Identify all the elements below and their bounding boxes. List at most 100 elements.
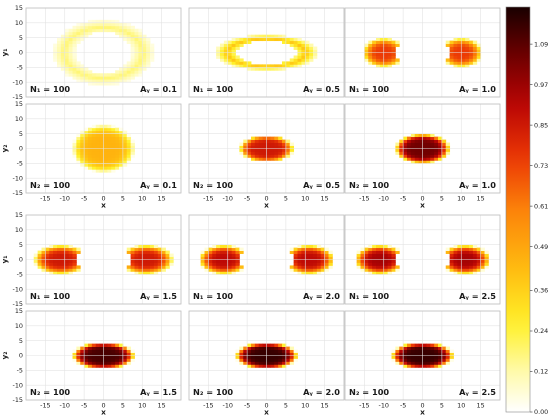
heat-cell: [107, 136, 112, 140]
heat-cell: [364, 265, 369, 269]
heat-cell: [441, 355, 447, 359]
heat-cell: [258, 157, 264, 161]
heat-cell: [469, 253, 474, 257]
heat-cell: [316, 250, 322, 254]
heat-cell: [266, 136, 271, 140]
heat-cell: [274, 364, 279, 368]
heat-cell: [262, 154, 267, 158]
heat-cell: [449, 253, 454, 257]
heat-cell: [274, 343, 279, 347]
heat-cell: [91, 28, 97, 33]
heat-cell: [227, 259, 233, 263]
x-tick-label: 10: [138, 195, 146, 203]
heat-cell: [239, 349, 244, 353]
heat-cell: [119, 136, 124, 140]
heat-cell: [88, 133, 93, 138]
heat-cell: [457, 64, 462, 68]
heat-cell: [258, 355, 264, 359]
heat-cell: [130, 67, 135, 71]
heat-cell: [153, 250, 159, 254]
heat-cell: [103, 139, 108, 143]
heat-cell: [278, 352, 283, 356]
heat-cell: [223, 271, 229, 275]
panel-population-label: N₂ = 100: [193, 387, 233, 397]
heat-cell: [453, 52, 458, 56]
heat-cell: [372, 61, 377, 65]
heat-cell: [278, 142, 283, 146]
heat-cell: [254, 358, 260, 362]
heat-cell: [95, 160, 101, 164]
heat-cell: [91, 82, 97, 86]
heat-cell: [60, 52, 66, 56]
heat-cell: [324, 256, 329, 260]
heat-cell: [126, 139, 132, 143]
heat-cell: [60, 34, 66, 39]
heat-cell: [91, 169, 97, 173]
x-axis-label: x: [420, 408, 425, 417]
heat-cell: [376, 250, 381, 254]
heat-cell: [383, 55, 389, 59]
heat-cell: [49, 244, 54, 249]
heat-cell: [289, 142, 295, 146]
heat-cell: [465, 61, 470, 65]
heat-cell: [95, 148, 101, 152]
heat-cell: [469, 256, 474, 260]
heat-cell: [138, 70, 143, 74]
heatmap-cells: [200, 244, 333, 275]
heat-cell: [453, 55, 458, 59]
heat-cell: [469, 250, 474, 254]
heat-cell: [430, 142, 435, 146]
heat-cell: [328, 256, 333, 260]
heat-cell: [270, 136, 275, 140]
heat-cell: [418, 361, 423, 365]
heat-cell: [80, 154, 85, 158]
heat-cell: [57, 271, 62, 275]
heat-cell: [49, 262, 54, 266]
heat-cell: [274, 361, 279, 365]
heat-cell: [247, 352, 252, 356]
heat-cell: [76, 70, 81, 74]
heat-cell: [95, 82, 101, 86]
heatmap-cells: [356, 244, 489, 275]
heat-cell: [297, 265, 302, 269]
heat-cell: [285, 37, 291, 42]
heat-cell: [126, 361, 132, 365]
heat-cell: [235, 355, 240, 359]
heat-cell: [91, 361, 97, 365]
heat-cell: [134, 73, 139, 77]
heat-cell: [418, 148, 423, 152]
heat-cell: [200, 253, 205, 257]
heat-cell: [274, 67, 279, 71]
heat-cell: [410, 136, 416, 140]
heat-cell: [107, 343, 112, 347]
heat-cell: [278, 154, 283, 158]
heat-cell: [64, 46, 70, 50]
panel-amplitude-label: Aᵧ = 2.0: [303, 291, 340, 301]
heat-cell: [142, 46, 147, 50]
heat-cell: [91, 358, 97, 362]
heat-cell: [320, 256, 326, 260]
heat-cell: [91, 166, 97, 170]
heat-cell: [130, 64, 135, 68]
heat-cell: [278, 157, 283, 161]
heat-cell: [461, 256, 466, 260]
heat-cell: [243, 64, 248, 68]
heat-cell: [379, 46, 385, 50]
heat-cell: [223, 262, 229, 266]
heat-cell: [309, 262, 314, 266]
heat-cell: [57, 61, 62, 65]
heat-cell: [126, 247, 132, 251]
heat-cell: [142, 52, 147, 56]
heat-cell: [266, 67, 271, 71]
heat-cell: [305, 55, 310, 59]
heat-cell: [239, 265, 244, 269]
x-tick-label: -10: [379, 402, 389, 410]
panel-amplitude-label: Aᵧ = 2.0: [303, 387, 340, 397]
heat-cell: [461, 46, 466, 50]
heat-cell: [395, 58, 400, 62]
heat-cell: [289, 268, 295, 272]
heat-cell: [293, 46, 298, 50]
x-tick-label: 10: [301, 402, 309, 410]
heat-cell: [301, 40, 306, 44]
heat-cell: [146, 250, 151, 254]
